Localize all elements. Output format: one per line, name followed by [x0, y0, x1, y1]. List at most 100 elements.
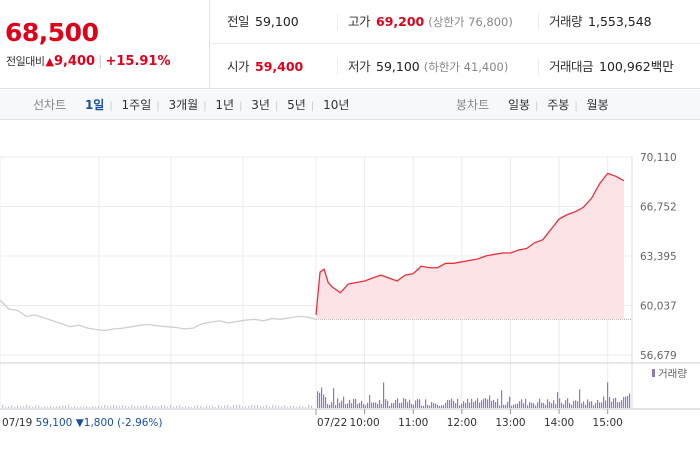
volume-bar — [323, 394, 325, 408]
volume-bar — [311, 405, 313, 408]
volume-bar — [2, 404, 4, 408]
volume-bar — [479, 402, 481, 408]
tab-1w[interactable]: 1주일 — [121, 98, 152, 112]
volume-bar — [373, 402, 375, 408]
volume-bar — [254, 405, 256, 408]
volume-bar — [627, 396, 629, 408]
y-tick-label: 63,395 — [640, 251, 677, 263]
x-tick-label: 11:00 — [398, 417, 428, 429]
volume-bar — [509, 396, 511, 408]
volume-bar — [459, 405, 461, 408]
volume-bar — [525, 398, 527, 408]
volume-bar — [263, 406, 265, 408]
x-tick-label: 15:00 — [593, 417, 623, 429]
volume-bar — [335, 405, 337, 408]
volume-bar — [493, 399, 495, 408]
volume-bar — [11, 405, 13, 408]
volume-bar — [473, 402, 475, 408]
tab-1y[interactable]: 1년 — [215, 98, 235, 112]
volume-bar — [481, 400, 483, 408]
volume-bar — [119, 406, 121, 408]
volume-bar — [89, 406, 91, 408]
volume-bar — [597, 399, 599, 408]
stat-value: 69,200 — [376, 14, 425, 29]
volume-bar — [581, 403, 583, 408]
volume-bar — [116, 405, 118, 408]
series-prev-day-line — [0, 299, 317, 332]
volume-bar — [131, 405, 133, 408]
volume-bar — [465, 402, 467, 408]
stat-amount: 거래대금 100,962백만 — [538, 59, 674, 75]
tab-10y[interactable]: 10년 — [323, 98, 350, 112]
volume-bar — [435, 403, 437, 408]
volume-bar — [62, 405, 64, 408]
volume-bar — [455, 403, 457, 408]
volume-bar — [431, 402, 433, 408]
tab-5y[interactable]: 5년 — [287, 98, 306, 112]
volume-bar — [329, 404, 331, 408]
stat-prev-close: 전일 59,100 — [227, 0, 299, 44]
volume-bar — [439, 405, 441, 408]
volume-bar — [173, 406, 175, 408]
volume-bar — [321, 387, 323, 408]
volume-bar — [425, 399, 427, 408]
volume-bar — [587, 399, 589, 408]
volume-bar — [272, 405, 274, 408]
prev-day-change: 1,800 — [84, 417, 117, 429]
volume-bar — [167, 406, 169, 408]
prev-day-date: 07/19 — [2, 417, 36, 429]
volume-bar — [617, 402, 619, 408]
tab-divider: | — [274, 101, 279, 112]
volume-bar — [29, 405, 31, 408]
stat-open: 시가 59,400 — [227, 45, 303, 89]
tab-weekly[interactable]: 주봉 — [547, 98, 570, 112]
volume-bar — [571, 404, 573, 408]
volume-bar — [179, 405, 181, 408]
volume-bar — [377, 403, 379, 408]
volume-bar — [56, 406, 58, 408]
tab-3m[interactable]: 3개월 — [168, 98, 199, 112]
volume-bar — [137, 405, 139, 408]
y-tick-label: 60,037 — [640, 301, 677, 313]
volume-bar — [363, 404, 365, 408]
price-chart[interactable]: 70,110 66,752 63,395 60,037 56,679 거래량 07/22 10… — [0, 121, 700, 450]
volume-bar — [447, 399, 449, 408]
volume-bar — [603, 396, 605, 408]
volume-bar — [383, 382, 385, 408]
volume-bar — [122, 405, 124, 408]
volume-bar — [461, 403, 463, 408]
chart-tabs: 선차트 1일 | 1주일 | 3개월 | 1년 | 3년 | 5년 | 10년 봉차트 일봉… — [0, 90, 700, 120]
tab-monthly[interactable]: 월봉 — [586, 98, 609, 112]
volume-bar — [527, 405, 529, 408]
volume-bar — [561, 402, 563, 408]
volume-bar — [233, 404, 235, 408]
volume-bar — [257, 404, 259, 408]
volume-bar — [47, 406, 49, 408]
tab-daily[interactable]: 일봉 — [507, 98, 531, 112]
stat-unit: 백만 — [650, 59, 674, 74]
volume-bar — [369, 394, 371, 408]
volume-bar — [278, 405, 280, 408]
volume-bar — [567, 398, 569, 408]
stat-volume: 거래량 1,553,548 — [538, 14, 652, 30]
volume-bar — [224, 405, 226, 408]
volume-bar — [80, 406, 82, 408]
volume-bar — [206, 405, 208, 408]
volume-bar — [563, 404, 565, 408]
tab-divider: | — [535, 101, 539, 112]
volume-bar — [251, 404, 253, 408]
volume-bar — [59, 405, 61, 408]
volume-bar — [429, 405, 431, 408]
volume-bar — [23, 406, 25, 408]
volume-bar — [236, 405, 238, 408]
volume-bar — [325, 397, 327, 408]
volume-bar — [483, 398, 485, 408]
stat-label: 거래량 — [549, 14, 583, 29]
volume-bar — [227, 405, 229, 408]
tab-3y[interactable]: 3년 — [251, 98, 270, 112]
x-tick-label: 13:00 — [495, 417, 525, 429]
tab-1d[interactable]: 1일 — [84, 98, 105, 112]
volume-bar — [302, 406, 304, 408]
volume-bar — [349, 399, 351, 408]
volume-bar — [399, 403, 401, 408]
